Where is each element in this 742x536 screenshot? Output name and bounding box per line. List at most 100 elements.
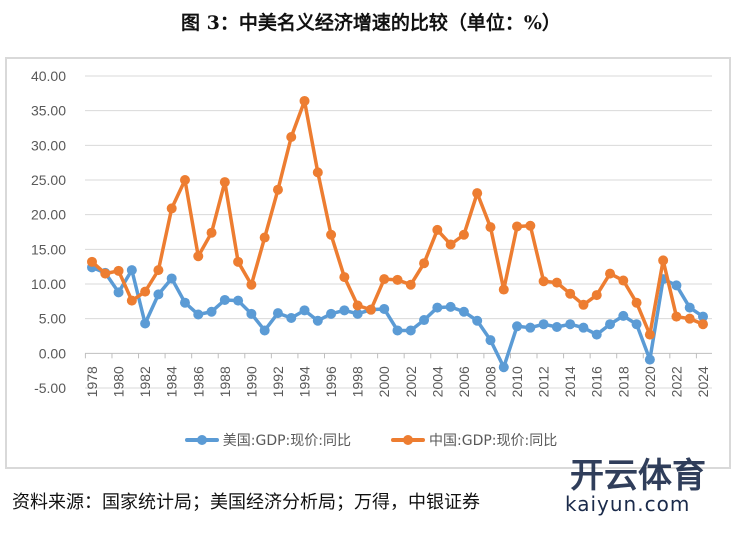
y-tick-label: 5.00 [39, 311, 66, 327]
data-point [458, 306, 469, 317]
data-point [551, 277, 562, 288]
watermark-domain: kaiyun.com [565, 492, 691, 516]
y-tick-label: 25.00 [31, 172, 66, 188]
data-point [206, 227, 217, 238]
data-point [219, 177, 230, 188]
data-point [153, 289, 164, 300]
data-point [179, 297, 190, 308]
data-point [671, 280, 682, 291]
data-point [605, 319, 616, 330]
x-tick-label: 2012 [536, 366, 552, 397]
data-point [405, 279, 416, 290]
data-point [113, 287, 124, 298]
data-point [698, 311, 708, 322]
data-point [379, 274, 390, 285]
data-point [618, 310, 629, 321]
data-point [365, 304, 376, 315]
data-point [392, 274, 403, 285]
y-tick-label: -5.00 [34, 380, 66, 396]
data-point [472, 315, 483, 326]
data-point [87, 256, 97, 267]
data-point [618, 275, 629, 286]
data-point [644, 354, 655, 365]
data-point [684, 313, 695, 324]
x-tick-label: 1990 [243, 366, 259, 397]
data-point [233, 256, 244, 267]
y-tick-label: 0.00 [39, 345, 66, 361]
data-point [445, 301, 456, 312]
legend-item-us: 美国:GDP:现价:同比 [184, 430, 351, 450]
data-point [525, 322, 536, 333]
data-point [246, 308, 257, 319]
data-point [352, 300, 363, 311]
data-point [259, 325, 270, 336]
x-tick-label: 2006 [456, 366, 472, 397]
legend-label-us: 美国:GDP:现价:同比 [222, 433, 351, 449]
data-point [565, 319, 576, 330]
data-point [166, 203, 177, 214]
data-point [591, 329, 602, 340]
data-point [644, 329, 655, 340]
data-point [246, 279, 257, 290]
x-tick-label: 1988 [217, 366, 233, 397]
data-point [432, 224, 443, 235]
data-point [432, 302, 443, 313]
data-point [140, 286, 151, 297]
data-point [299, 95, 310, 106]
watermark-logo: 开云体育 [570, 456, 706, 496]
data-point [193, 251, 204, 262]
data-point [299, 305, 310, 316]
data-point [698, 319, 708, 330]
data-point [498, 362, 509, 373]
data-point [312, 315, 323, 326]
legend: 美国:GDP:现价:同比 中国:GDP:现价:同比 [0, 430, 742, 450]
data-point [419, 258, 430, 269]
legend-swatch-us [184, 435, 219, 445]
data-point [259, 232, 270, 243]
data-point [339, 272, 350, 283]
data-point [538, 319, 549, 330]
data-point [193, 309, 204, 320]
x-tick-label: 2000 [376, 366, 392, 397]
data-point [565, 288, 576, 299]
x-tick-label: 2010 [509, 366, 525, 397]
data-point [458, 229, 469, 240]
x-tick-label: 2008 [482, 366, 498, 397]
data-point [472, 188, 483, 199]
data-point [113, 265, 124, 276]
chart-title: 图 3：中美名义经济增速的比较（单位：%） [181, 12, 561, 34]
chart-frame [5, 57, 731, 469]
data-point [100, 268, 111, 279]
data-point [538, 276, 549, 287]
data-point [578, 322, 589, 333]
x-tick-label: 2002 [403, 366, 419, 397]
data-point [485, 222, 496, 233]
data-point [605, 268, 616, 279]
y-tick-label: 35.00 [31, 103, 66, 119]
data-point [326, 229, 337, 240]
data-point [684, 302, 695, 313]
data-point [512, 321, 523, 332]
data-point [206, 306, 217, 317]
x-tick-label: 2018 [615, 366, 631, 397]
data-point [339, 305, 350, 316]
data-point [166, 273, 177, 284]
data-point [140, 318, 151, 329]
data-point [219, 294, 230, 305]
x-tick-label: 1998 [350, 366, 366, 397]
data-point [233, 295, 244, 306]
x-tick-label: 1978 [84, 366, 100, 397]
data-point [405, 325, 416, 336]
x-tick-label: 1992 [270, 366, 286, 397]
data-point [379, 303, 390, 314]
x-tick-label: 2004 [429, 366, 445, 397]
x-tick-label: 2016 [589, 366, 605, 397]
data-point [551, 321, 562, 332]
data-point [485, 335, 496, 346]
x-tick-label: 1996 [323, 366, 339, 397]
y-tick-label: 20.00 [31, 207, 66, 223]
data-point [126, 295, 137, 306]
data-point [631, 297, 642, 308]
x-tick-label: 1994 [297, 366, 313, 397]
data-point [326, 308, 337, 319]
